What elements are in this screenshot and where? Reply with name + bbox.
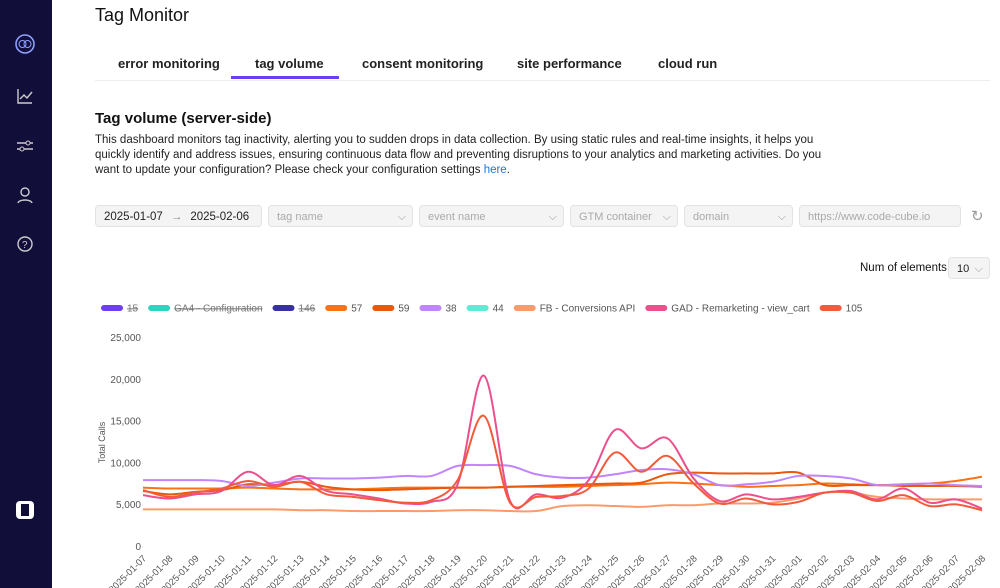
legend-item[interactable]: 59 — [372, 304, 410, 315]
y-tick-label: 15,000 — [110, 417, 141, 428]
help-icon[interactable]: ? — [14, 233, 36, 255]
legend-label: 59 — [398, 304, 410, 315]
num-value: 10 — [957, 263, 970, 275]
legend-item[interactable]: GA4 - Configuration — [148, 304, 263, 315]
legend-swatch — [372, 305, 395, 311]
placeholder: https://www.code-cube.io — [808, 211, 931, 223]
legend-item[interactable]: FB - Conversions API — [513, 304, 636, 315]
domain-select[interactable]: domain ⌵ — [684, 205, 793, 227]
legend-item[interactable]: GAD - Remarketing - view_cart — [645, 304, 810, 315]
legend-swatch — [645, 305, 668, 311]
legend-swatch — [419, 305, 442, 311]
legend-item[interactable]: 44 — [466, 304, 505, 315]
series-line — [142, 414, 983, 512]
tab[interactable]: error monitoring — [118, 56, 220, 71]
legend-swatch — [148, 305, 171, 311]
tab[interactable]: consent monitoring — [362, 56, 484, 71]
legend-label: GA4 - Configuration — [174, 304, 262, 315]
series-line — [142, 475, 983, 491]
legend-item[interactable]: 57 — [325, 304, 363, 315]
legend-label: 57 — [351, 304, 363, 315]
active-indicator — [231, 76, 339, 79]
placeholder: tag name — [277, 211, 323, 223]
legend-swatch — [513, 305, 536, 311]
date-range[interactable]: 2025-01-07 → 2025-02-06 — [95, 205, 262, 227]
tab[interactable]: cloud run — [658, 56, 718, 71]
logo[interactable] — [14, 33, 36, 55]
tab[interactable]: site performance — [517, 56, 622, 71]
building-icon[interactable] — [14, 499, 36, 521]
section-heading: Tag volume (server-side) — [95, 110, 272, 127]
url-input[interactable]: https://www.code-cube.io — [799, 205, 961, 227]
placeholder: GTM container — [579, 211, 652, 223]
date-from: 2025-01-07 — [104, 211, 163, 223]
filter-icon[interactable] — [14, 135, 36, 157]
placeholder: domain — [693, 211, 730, 223]
legend-swatch — [325, 305, 348, 311]
description-text: This dashboard monitors tag inactivity, … — [95, 134, 822, 176]
y-tick-label: 0 — [135, 542, 141, 553]
legend-swatch — [272, 305, 295, 311]
legend-label: 44 — [493, 304, 505, 315]
user-icon[interactable] — [14, 184, 36, 206]
legend-swatch — [101, 305, 123, 311]
refresh-button[interactable]: ↻ — [971, 208, 984, 225]
arrow: → — [170, 211, 183, 223]
legend-label: GAD - Remarketing - view_cart — [671, 304, 810, 315]
chart: 0 5,000 10,000 15,000 20,000 25,000 Total Call… — [97, 304, 988, 588]
legend-item[interactable]: 15 — [101, 304, 139, 315]
description: This dashboard monitors tag inactivity, … — [95, 133, 825, 178]
legend-label: 105 — [846, 304, 863, 315]
tab-divider — [95, 80, 990, 81]
chart-icon[interactable] — [14, 85, 36, 107]
y-tick-label: 5,000 — [116, 500, 141, 511]
legend-label: 38 — [445, 304, 457, 315]
tab[interactable]: tag volume — [255, 56, 324, 71]
series-line — [142, 463, 983, 487]
num-select[interactable]: 10 ⌵ — [948, 257, 990, 279]
y-tick-label: 25,000 — [110, 333, 141, 344]
description-tail: . — [506, 164, 510, 176]
num-label: Num of elements — [860, 262, 947, 274]
svg-text:?: ? — [22, 240, 28, 251]
sidebar: ? — [0, 0, 52, 588]
legend-item[interactable]: 38 — [419, 304, 457, 315]
placeholder: event name — [428, 211, 486, 223]
legend-label: 15 — [127, 304, 139, 315]
y-tick-label: 10,000 — [110, 458, 141, 469]
tag-name-select[interactable]: tag name ⌵ — [268, 205, 413, 227]
legend-swatch — [819, 305, 842, 311]
legend-item[interactable]: 105 — [819, 304, 863, 315]
y-tick-label: 20,000 — [110, 375, 141, 386]
legend-label: 146 — [299, 304, 316, 315]
settings-link[interactable]: here — [483, 164, 507, 176]
app-title: Tag Monitor — [95, 5, 190, 25]
legend-label: FB - Conversions API — [540, 304, 636, 315]
gtm-select[interactable]: GTM container ⌵ — [570, 205, 678, 227]
date-to: 2025-02-06 — [190, 211, 250, 223]
legend-swatch — [466, 305, 489, 311]
event-name-select[interactable]: event name ⌵ — [419, 205, 564, 227]
y-axis-label: Total Calls — [97, 421, 107, 463]
legend-item[interactable]: 146 — [272, 304, 316, 315]
